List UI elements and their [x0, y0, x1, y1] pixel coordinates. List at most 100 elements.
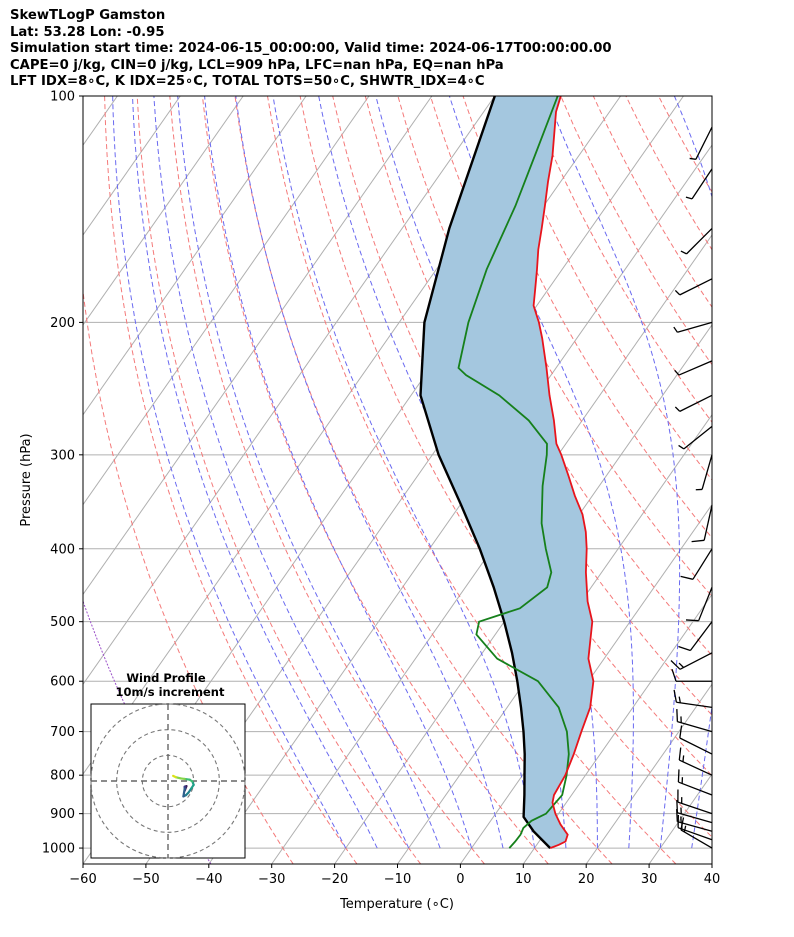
x-tick-label: 10: [515, 872, 532, 887]
wind-barb: [677, 789, 713, 815]
moist-adiabat: [318, 96, 567, 849]
dry-adiabat: [136, 96, 422, 864]
barb-shaft: [677, 821, 713, 832]
barb-shaft: [676, 701, 713, 709]
x-tick-label: −30: [258, 872, 285, 887]
barb-shaft: [677, 721, 713, 733]
x-tick-label: 40: [704, 872, 721, 887]
moist-adiabat: [235, 96, 504, 849]
barb-half-flag: [685, 196, 693, 200]
isotherm-line: [83, 96, 370, 506]
dry-adiabat: [625, 96, 712, 251]
isotherm-line: [397, 413, 712, 864]
station-title: SkewTLogP Gamston: [10, 8, 166, 23]
y-tick-label: 1000: [42, 842, 75, 857]
wind-barb: [670, 652, 713, 670]
x-tick-label: 0: [456, 872, 464, 887]
isotherm-line: [83, 96, 433, 596]
barb-shaft: [680, 829, 713, 849]
moist-adiabat: [272, 96, 535, 849]
barb-shaft: [691, 168, 713, 200]
barb-flag: [673, 689, 678, 703]
barb-flag: [691, 539, 705, 543]
hodograph-segment: [172, 774, 177, 779]
hodograph-title: Wind Profile: [126, 671, 206, 685]
dewpoint-line: [457, 96, 570, 849]
barb-shaft: [679, 759, 713, 776]
isotherm-line: [83, 96, 307, 416]
barb-flag: [677, 769, 680, 783]
barb-shaft: [677, 812, 713, 824]
dry-adiabat: [658, 96, 712, 193]
barb-half-flag: [683, 825, 687, 833]
wind-barb: [695, 454, 713, 491]
isotherm-line: [585, 683, 712, 864]
barb-half-flag: [674, 289, 681, 296]
moist-adiabat: [153, 96, 410, 849]
isotherm-line: [711, 863, 712, 864]
moist-adiabat: [132, 96, 378, 849]
barb-flag: [678, 645, 691, 652]
wind-barb: [678, 747, 713, 776]
barb-shaft: [701, 454, 713, 490]
y-tick-label: 900: [50, 807, 75, 822]
temperature-line: [532, 96, 595, 849]
wind-barb: [673, 689, 713, 709]
barb-shaft: [695, 126, 713, 160]
dry-adiabat: [429, 96, 712, 598]
x-tick-label: −20: [321, 872, 348, 887]
barb-flag: [676, 709, 679, 722]
stability-parameters: CAPE=0 j/kg, CIN=0 j/kg, LCL=909 hPa, LF…: [10, 57, 504, 73]
stability-indices: LFT IDX=8∘C, K IDX=25∘C, TOTAL TOTS=50∘C…: [10, 74, 485, 90]
x-tick-label: −60: [69, 872, 96, 887]
wind-barb: [685, 587, 713, 622]
wind-barb: [674, 360, 713, 376]
y-tick-label: 400: [50, 542, 75, 557]
barb-flag: [685, 619, 699, 622]
station-location: Lat: 53.28 Lon: -0.95: [10, 24, 165, 40]
wind-barb: [673, 321, 713, 333]
dry-adiabat: [169, 96, 485, 864]
x-tick-label: −50: [132, 872, 159, 887]
dry-adiabat: [234, 96, 613, 864]
isotherm-line: [83, 96, 181, 236]
moist-adiabat: [177, 96, 441, 849]
barb-shaft: [698, 587, 713, 621]
isotherm-line: [83, 96, 244, 326]
barb-flag: [678, 747, 682, 761]
axes: −60 −50 −40 −30 −20 −10 0 10 20 30 40 1000 900 800 700…: [42, 90, 720, 888]
parcel-profile-line: [419, 96, 552, 849]
moist-adiabat: [112, 96, 347, 849]
wind-barb: [685, 168, 713, 200]
barb-half-flag: [673, 326, 678, 333]
wind-barb: [674, 394, 713, 412]
barb-half-flag: [678, 444, 685, 450]
wind-barb: [679, 725, 713, 755]
barb-half-flag: [682, 755, 685, 762]
dry-adiabat: [267, 96, 677, 864]
y-tick-label: 700: [50, 725, 75, 740]
barb-half-flag: [689, 157, 696, 160]
purple-line: [83, 599, 212, 864]
wind-barb: [676, 800, 713, 824]
wind-barbs: [670, 126, 713, 849]
barb-shaft: [678, 781, 713, 796]
barb-shaft: [683, 425, 713, 450]
x-tick-label: 20: [578, 872, 595, 887]
moist-adiabat: [448, 96, 634, 849]
y-tick-label: 100: [50, 90, 75, 105]
moist-adiabat: [723, 96, 794, 848]
simulation-times: Simulation start time: 2024-06-15_00:00:…: [10, 41, 612, 57]
wind-barb: [676, 709, 713, 733]
dry-adiabat: [592, 96, 712, 308]
barb-flag: [680, 575, 694, 580]
barb-shaft: [677, 801, 713, 815]
barb-half-flag: [674, 406, 681, 412]
moist-adiabat: [546, 96, 681, 849]
barb-half-flag: [678, 696, 681, 703]
purple-line: [0, 96, 20, 864]
y-tick-label: 200: [50, 316, 75, 331]
barb-shaft: [689, 621, 713, 651]
barb-shaft: [703, 505, 713, 541]
